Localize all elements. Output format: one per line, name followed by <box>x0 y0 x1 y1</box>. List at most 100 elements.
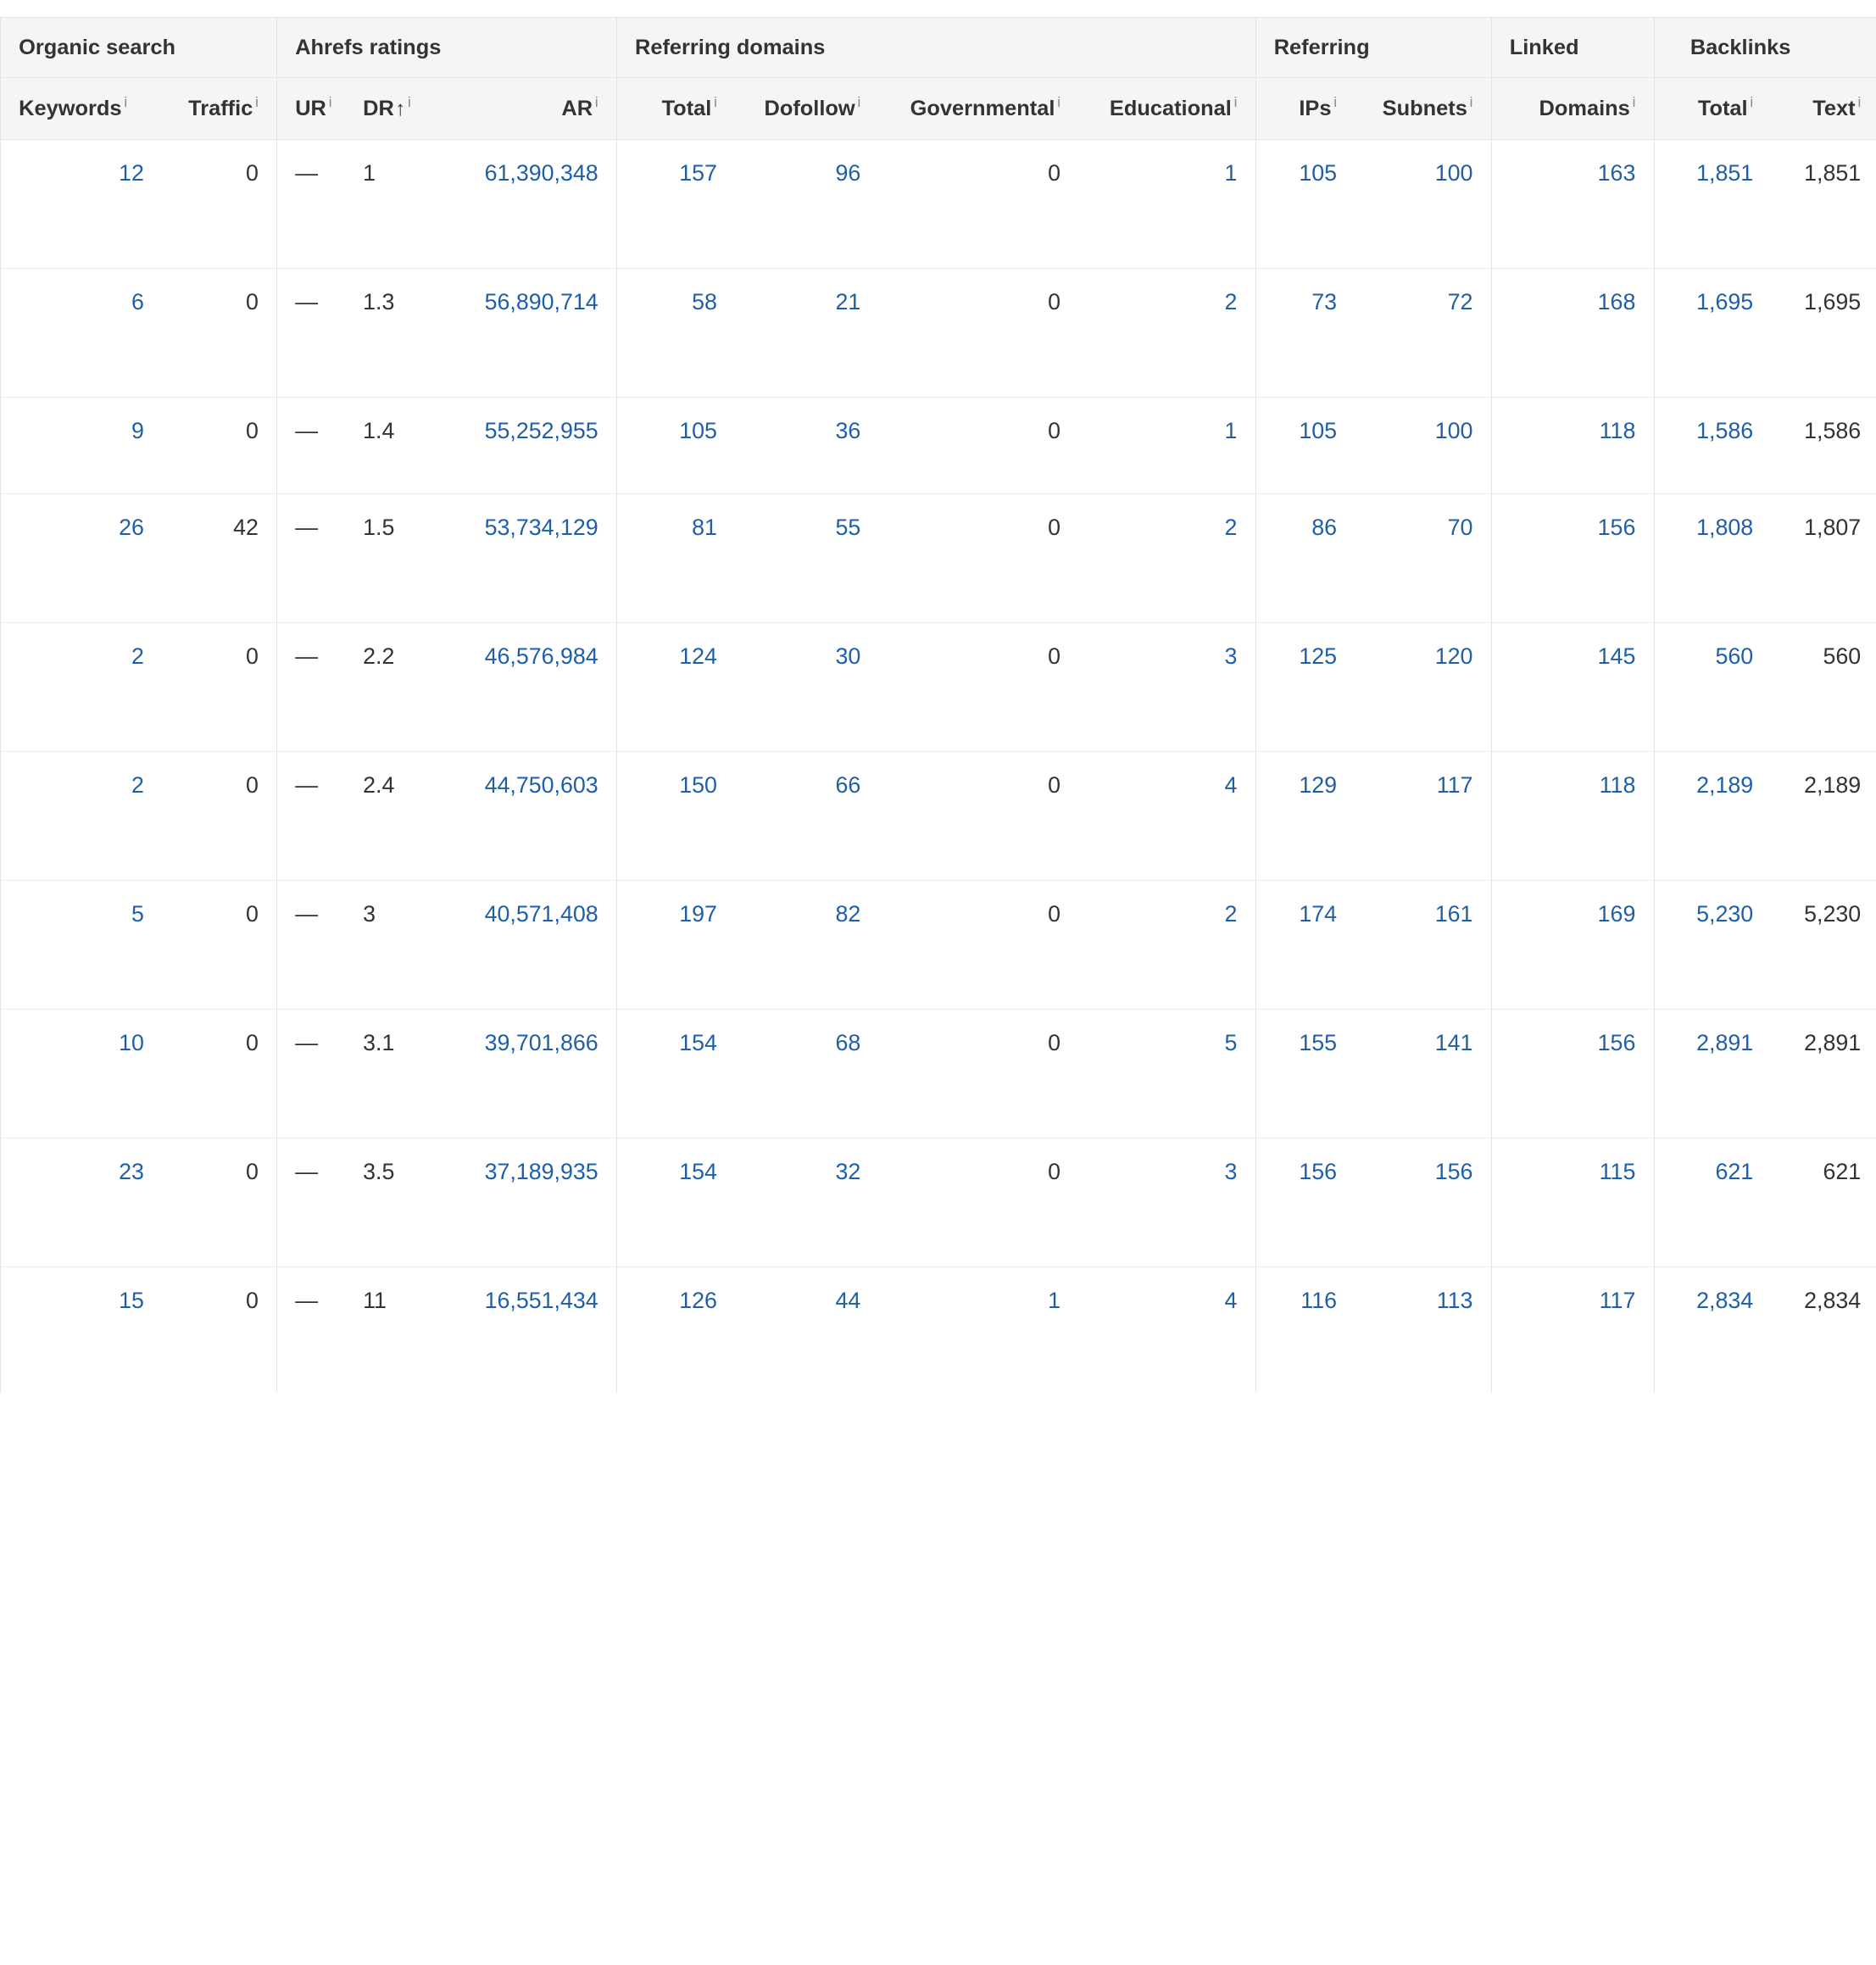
cell-keywords[interactable]: 10 <box>1 1010 163 1138</box>
cell-dofollow[interactable]: 30 <box>735 623 878 752</box>
info-icon[interactable]: i <box>1857 94 1861 110</box>
cell-linked-domains[interactable]: 118 <box>1491 398 1654 494</box>
cell-keywords[interactable]: 23 <box>1 1138 163 1267</box>
info-icon[interactable]: i <box>714 94 717 110</box>
cell-keywords[interactable]: 15 <box>1 1267 163 1393</box>
cell-linked-domains[interactable]: 163 <box>1491 140 1654 269</box>
cell-subnets[interactable]: 161 <box>1355 881 1491 1010</box>
cell-backlinks-total[interactable]: 2,834 <box>1654 1267 1771 1393</box>
cell-backlinks-total[interactable]: 2,189 <box>1654 752 1771 881</box>
cell-keywords[interactable]: 9 <box>1 398 163 494</box>
cell-ips[interactable]: 105 <box>1255 140 1355 269</box>
cell-dofollow[interactable]: 44 <box>735 1267 878 1393</box>
cell-backlinks-total[interactable]: 1,586 <box>1654 398 1771 494</box>
cell-dofollow[interactable]: 36 <box>735 398 878 494</box>
cell-ar[interactable]: 55,252,955 <box>431 398 617 494</box>
info-icon[interactable]: i <box>1470 94 1473 110</box>
cell-educational[interactable]: 2 <box>1078 881 1255 1010</box>
col-dr[interactable]: DR↑i <box>345 78 431 140</box>
cell-referring-domains-total[interactable]: 81 <box>616 494 735 623</box>
cell-subnets[interactable]: 141 <box>1355 1010 1491 1138</box>
cell-referring-domains-total[interactable]: 124 <box>616 623 735 752</box>
cell-educational[interactable]: 4 <box>1078 1267 1255 1393</box>
cell-linked-domains[interactable]: 169 <box>1491 881 1654 1010</box>
cell-linked-domains[interactable]: 115 <box>1491 1138 1654 1267</box>
info-icon[interactable]: i <box>1057 94 1060 110</box>
cell-governmental[interactable]: 1 <box>878 1267 1078 1393</box>
cell-educational[interactable]: 3 <box>1078 623 1255 752</box>
cell-backlinks-total[interactable]: 560 <box>1654 623 1771 752</box>
cell-referring-domains-total[interactable]: 157 <box>616 140 735 269</box>
cell-ips[interactable]: 174 <box>1255 881 1355 1010</box>
cell-subnets[interactable]: 100 <box>1355 140 1491 269</box>
cell-dofollow[interactable]: 96 <box>735 140 878 269</box>
cell-ar[interactable]: 40,571,408 <box>431 881 617 1010</box>
info-icon[interactable]: i <box>1234 94 1238 110</box>
info-icon[interactable]: i <box>1333 94 1337 110</box>
info-icon[interactable]: i <box>408 94 411 110</box>
cell-referring-domains-total[interactable]: 154 <box>616 1138 735 1267</box>
cell-educational[interactable]: 2 <box>1078 269 1255 398</box>
cell-referring-domains-total[interactable]: 150 <box>616 752 735 881</box>
info-icon[interactable]: i <box>255 94 259 110</box>
cell-ar[interactable]: 37,189,935 <box>431 1138 617 1267</box>
cell-educational[interactable]: 4 <box>1078 752 1255 881</box>
cell-ips[interactable]: 116 <box>1255 1267 1355 1393</box>
cell-educational[interactable]: 3 <box>1078 1138 1255 1267</box>
cell-linked-domains[interactable]: 156 <box>1491 494 1654 623</box>
cell-subnets[interactable]: 100 <box>1355 398 1491 494</box>
cell-educational[interactable]: 1 <box>1078 140 1255 269</box>
cell-ar[interactable]: 16,551,434 <box>431 1267 617 1393</box>
cell-ips[interactable]: 73 <box>1255 269 1355 398</box>
cell-keywords[interactable]: 26 <box>1 494 163 623</box>
cell-educational[interactable]: 1 <box>1078 398 1255 494</box>
cell-dofollow[interactable]: 82 <box>735 881 878 1010</box>
cell-ar[interactable]: 56,890,714 <box>431 269 617 398</box>
cell-ips[interactable]: 105 <box>1255 398 1355 494</box>
cell-ar[interactable]: 61,390,348 <box>431 140 617 269</box>
cell-keywords[interactable]: 5 <box>1 881 163 1010</box>
cell-subnets[interactable]: 117 <box>1355 752 1491 881</box>
info-icon[interactable]: i <box>595 94 598 110</box>
cell-ar[interactable]: 44,750,603 <box>431 752 617 881</box>
cell-ips[interactable]: 86 <box>1255 494 1355 623</box>
cell-ar[interactable]: 46,576,984 <box>431 623 617 752</box>
info-icon[interactable]: i <box>124 94 127 110</box>
cell-referring-domains-total[interactable]: 105 <box>616 398 735 494</box>
cell-backlinks-total[interactable]: 5,230 <box>1654 881 1771 1010</box>
cell-ips[interactable]: 156 <box>1255 1138 1355 1267</box>
cell-referring-domains-total[interactable]: 58 <box>616 269 735 398</box>
cell-referring-domains-total[interactable]: 197 <box>616 881 735 1010</box>
cell-ips[interactable]: 125 <box>1255 623 1355 752</box>
cell-keywords[interactable]: 2 <box>1 623 163 752</box>
cell-subnets[interactable]: 70 <box>1355 494 1491 623</box>
cell-dofollow[interactable]: 66 <box>735 752 878 881</box>
cell-subnets[interactable]: 72 <box>1355 269 1491 398</box>
cell-referring-domains-total[interactable]: 126 <box>616 1267 735 1393</box>
info-icon[interactable]: i <box>1633 94 1636 110</box>
cell-backlinks-total[interactable]: 1,851 <box>1654 140 1771 269</box>
cell-linked-domains[interactable]: 118 <box>1491 752 1654 881</box>
info-icon[interactable]: i <box>858 94 861 110</box>
cell-backlinks-total[interactable]: 1,695 <box>1654 269 1771 398</box>
cell-subnets[interactable]: 156 <box>1355 1138 1491 1267</box>
cell-ar[interactable]: 53,734,129 <box>431 494 617 623</box>
cell-dofollow[interactable]: 21 <box>735 269 878 398</box>
cell-ar[interactable]: 39,701,866 <box>431 1010 617 1138</box>
cell-dofollow[interactable]: 32 <box>735 1138 878 1267</box>
cell-linked-domains[interactable]: 156 <box>1491 1010 1654 1138</box>
cell-ips[interactable]: 155 <box>1255 1010 1355 1138</box>
cell-backlinks-total[interactable]: 2,891 <box>1654 1010 1771 1138</box>
